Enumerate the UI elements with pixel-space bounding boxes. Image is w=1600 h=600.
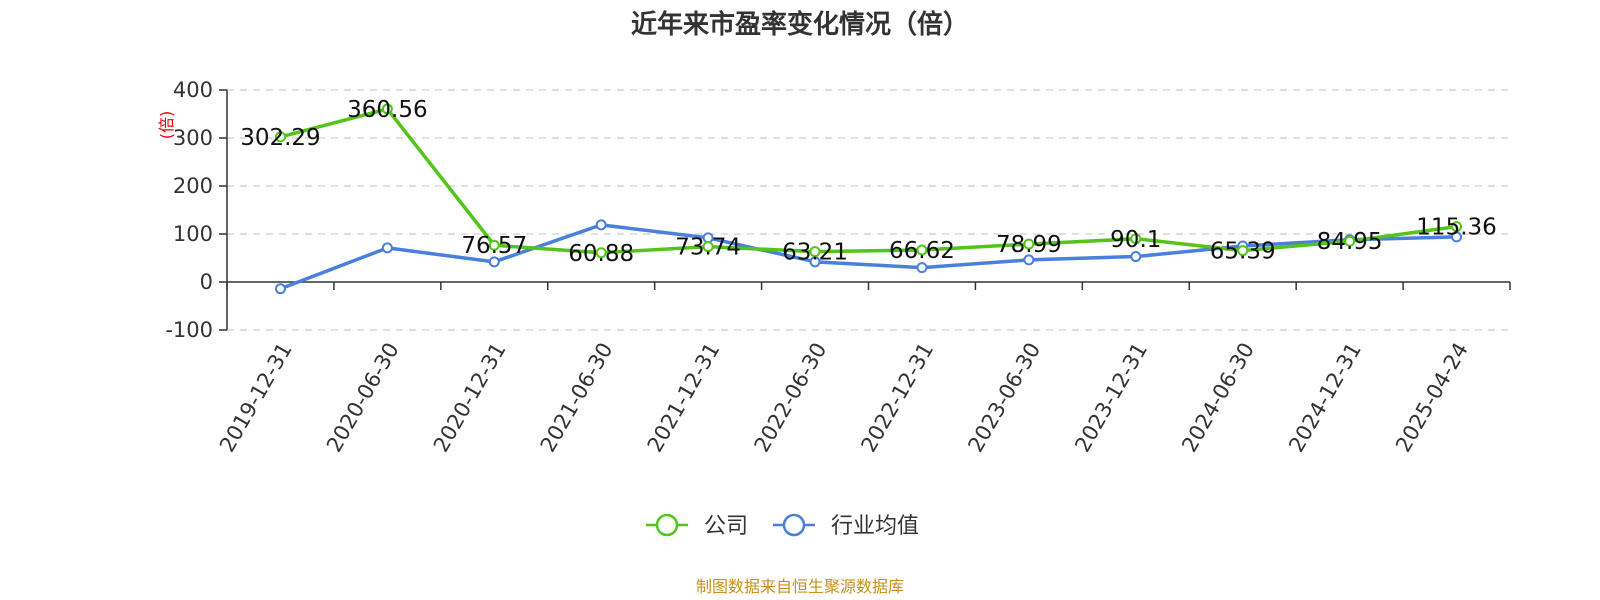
x-tick-label: 2022-12-31 <box>856 338 938 456</box>
legend-label: 公司 <box>704 514 748 539</box>
legend-item-industry-avg[interactable]: 行业均值 <box>773 513 919 539</box>
x-tick-label: 2023-12-31 <box>1070 339 1152 457</box>
y-axis-unit-label: (倍) <box>157 111 176 140</box>
data-point <box>1023 254 1035 266</box>
data-point <box>381 242 393 254</box>
source-note: 制图数据来自恒生聚源数据库 <box>696 577 904 596</box>
data-label: 76.57 <box>461 233 527 259</box>
y-tick-label: 0 <box>200 270 213 294</box>
y-tick-label: 200 <box>173 174 213 198</box>
data-label: 302.29 <box>240 125 320 151</box>
data-point <box>1130 251 1142 263</box>
data-point <box>488 239 500 251</box>
data-point <box>1130 233 1142 245</box>
data-point <box>274 283 286 295</box>
legend-item-company[interactable]: 公司 <box>646 513 748 539</box>
data-point <box>1023 238 1035 250</box>
legend-marker-icon <box>655 513 679 537</box>
data-point <box>595 219 607 231</box>
series-line-industry-avg <box>279 223 1457 291</box>
data-label: 66.62 <box>889 238 955 264</box>
grid-lines <box>227 89 1510 331</box>
y-tick-label: 100 <box>173 222 213 246</box>
x-tick-label: 2020-06-30 <box>322 339 404 457</box>
data-point <box>916 262 928 274</box>
y-tick-label: 300 <box>173 126 213 150</box>
data-point <box>809 246 821 258</box>
x-tick-label: 2021-12-31 <box>643 339 725 457</box>
data-label: 73.74 <box>675 235 741 261</box>
data-point <box>916 244 928 256</box>
x-tick-label: 2024-12-31 <box>1284 339 1366 457</box>
x-tick-label: 2023-06-30 <box>963 339 1045 457</box>
y-tick-label: 400 <box>173 78 213 102</box>
legend-label: 行业均值 <box>831 514 919 539</box>
series-line-company <box>280 107 1457 255</box>
x-tick-label: 2019-12-31 <box>215 339 297 457</box>
legend-marker-icon <box>782 513 806 537</box>
data-point <box>381 103 393 115</box>
data-point <box>1451 231 1463 243</box>
data-point <box>809 256 821 268</box>
x-tick-label: 2025-04-24 <box>1391 339 1473 457</box>
data-label: 60.88 <box>568 241 634 267</box>
data-point <box>1237 245 1249 257</box>
axes: -100 0 100 200 300 400 2019-12-31 2020-06-30 202… <box>165 78 1511 457</box>
data-label: 84.95 <box>1317 229 1383 255</box>
data-label: 360.56 <box>347 97 427 123</box>
x-tick-label: 2022-06-30 <box>750 339 832 457</box>
data-label: 90.1 <box>1110 227 1161 253</box>
data-label: 78.99 <box>996 232 1062 258</box>
data-label: 65.39 <box>1210 239 1276 265</box>
data-point <box>1344 235 1356 247</box>
data-label: 115.36 <box>1416 215 1496 241</box>
x-tick-label: 2024-06-30 <box>1177 339 1259 457</box>
legend[interactable]: 公司 行业均值 <box>646 513 919 539</box>
data-point <box>488 256 500 268</box>
y-tick-label: -100 <box>165 318 213 342</box>
x-tick-label: 2020-12-31 <box>429 338 511 456</box>
data-labels: 302.29 360.56 76.57 60.88 73.74 63.21 66.62 78.… <box>240 97 1497 267</box>
data-point <box>702 241 714 253</box>
chart-title: 近年来市盈率变化情况（倍） <box>631 9 969 40</box>
data-point <box>595 247 607 259</box>
data-point <box>274 131 286 143</box>
data-label: 63.21 <box>782 240 848 266</box>
series-lines <box>274 103 1463 295</box>
data-point <box>1451 221 1463 233</box>
x-tick-label: 2021-06-30 <box>536 339 618 457</box>
